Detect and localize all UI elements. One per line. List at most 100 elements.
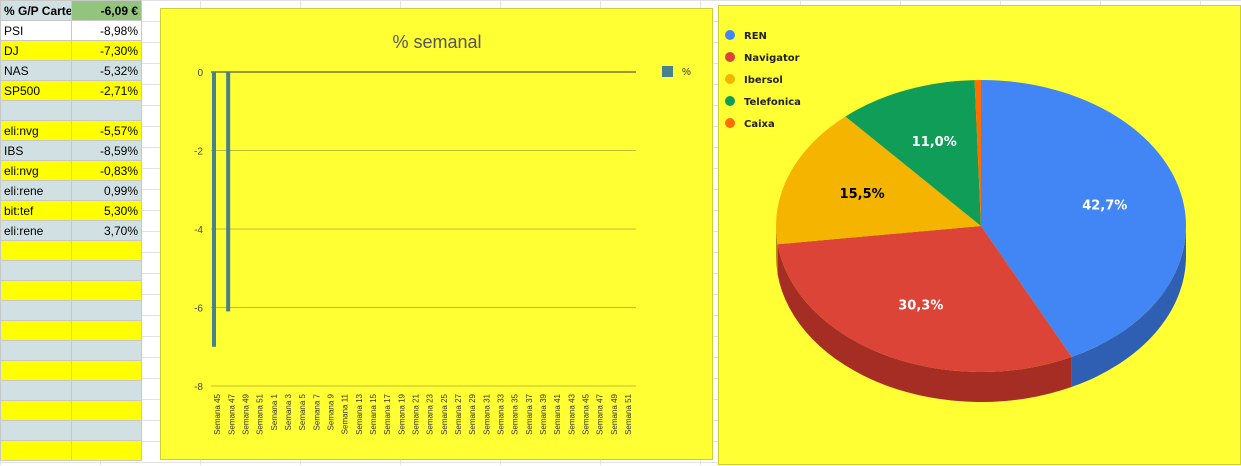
table-row[interactable]: bit:tef 5,30%	[0, 200, 142, 221]
pie-slice-side	[777, 244, 1072, 402]
weekly-bar-chart-panel[interactable]: % semanal 0 -2 -4 -6 -8 Semana 45 Semana 47 Sema…	[160, 8, 713, 460]
row-value-cell[interactable]	[71, 440, 142, 461]
pie-slice-label: 42,7%	[1082, 198, 1127, 213]
table-row[interactable]: eli:rene 0,99%	[0, 180, 142, 201]
legend-label: Navigator	[744, 53, 800, 64]
row-value-cell[interactable]: 3,70%	[71, 220, 142, 241]
row-label-cell[interactable]: PSI	[0, 20, 72, 41]
row-value-cell[interactable]	[71, 300, 142, 321]
row-value-cell[interactable]	[71, 420, 142, 441]
pie-slice[interactable]	[776, 116, 981, 245]
row-label-cell[interactable]: SP500	[0, 80, 72, 101]
row-label-cell[interactable]	[0, 440, 72, 461]
legend-marker	[725, 118, 735, 128]
header-label-cell[interactable]: % G/P Carte	[0, 0, 72, 21]
row-value-cell[interactable]: -0,83%	[71, 160, 142, 181]
table-row[interactable]	[0, 340, 142, 361]
table-row[interactable]	[0, 300, 142, 321]
table-row[interactable]	[0, 380, 142, 401]
x-tick-label: Semana 45	[581, 393, 590, 434]
row-value-cell[interactable]	[71, 260, 142, 281]
row-label-cell[interactable]	[0, 420, 72, 441]
pie-slice[interactable]	[845, 80, 981, 226]
legend-label: Ibersol	[744, 75, 783, 86]
table-row[interactable]	[0, 420, 142, 441]
row-label-cell[interactable]: bit:tef	[0, 200, 72, 221]
header-value-cell[interactable]: -6,09 €	[71, 0, 142, 21]
row-value-cell[interactable]: -8,59%	[71, 140, 142, 161]
row-label-cell[interactable]	[0, 240, 72, 261]
row-label-cell[interactable]	[0, 340, 72, 361]
row-label-cell[interactable]	[0, 260, 72, 281]
bar[interactable]	[226, 72, 231, 312]
row-label-cell[interactable]	[0, 300, 72, 321]
row-value-cell[interactable]: -5,32%	[71, 60, 142, 81]
x-tick-label: Semana 51	[256, 393, 265, 434]
row-label-cell[interactable]: DJ	[0, 40, 72, 61]
x-tick-label: Semana 23	[426, 393, 435, 434]
row-value-cell[interactable]: 5,30%	[71, 200, 142, 221]
table-row[interactable]: eli:nvg -5,57%	[0, 120, 142, 141]
row-value-cell[interactable]	[71, 320, 142, 341]
table-row[interactable]: IBS -8,59%	[0, 140, 142, 161]
x-tick-label: Semana 1	[270, 393, 279, 430]
row-value-cell[interactable]	[71, 280, 142, 301]
row-value-cell[interactable]: -2,71%	[71, 80, 142, 101]
row-label-cell[interactable]	[0, 320, 72, 341]
bar[interactable]	[212, 72, 216, 347]
row-label-cell[interactable]	[0, 280, 72, 301]
legend-marker	[725, 52, 735, 62]
x-tick-label: Semana 19	[397, 393, 406, 434]
table-row[interactable]	[0, 100, 142, 121]
row-value-cell[interactable]	[71, 380, 142, 401]
table-row[interactable]	[0, 320, 142, 341]
table-row[interactable]: SP500 -2,71%	[0, 80, 142, 101]
row-label-cell[interactable]: eli:nvg	[0, 120, 72, 141]
row-label-cell[interactable]	[0, 400, 72, 421]
legend-swatch	[662, 66, 673, 77]
table-row[interactable]: eli:nvg -0,83%	[0, 160, 142, 181]
row-value-cell[interactable]	[71, 360, 142, 381]
x-tick-label: Semana 11	[341, 393, 350, 434]
weekly-bar-chart: % semanal 0 -2 -4 -6 -8 Semana 45 Semana 47 Sema…	[194, 32, 691, 435]
row-label-cell[interactable]: eli:nvg	[0, 160, 72, 181]
legend-label: Telefonica	[744, 97, 801, 108]
row-label-cell[interactable]: eli:rene	[0, 180, 72, 201]
pie-slice-side	[776, 226, 778, 275]
pie-slice[interactable]	[777, 226, 1072, 373]
pie-slice-label: 30,3%	[898, 299, 943, 314]
table-row[interactable]	[0, 240, 142, 261]
pie-side-walls	[776, 226, 1186, 402]
x-tick-label: Semana 27	[454, 393, 463, 434]
table-header-row[interactable]: % G/P Carte -6,09 €	[0, 0, 142, 21]
x-tick-label: Semana 17	[383, 393, 392, 434]
row-value-cell[interactable]	[71, 240, 142, 261]
pie-slice[interactable]	[981, 80, 1186, 357]
allocation-pie-chart-panel[interactable]: 42,7% 30,3% 15,5% 11,0% REN Navigator Ibersol T…	[718, 5, 1241, 465]
table-row[interactable]	[0, 260, 142, 281]
table-row[interactable]: NAS -5,32%	[0, 60, 142, 81]
table-row[interactable]: eli:rene 3,70%	[0, 220, 142, 241]
row-label-cell[interactable]: IBS	[0, 140, 72, 161]
row-label-cell[interactable]: eli:rene	[0, 220, 72, 241]
table-row[interactable]	[0, 440, 142, 461]
pie-slice-label: 15,5%	[840, 187, 885, 202]
row-value-cell[interactable]: -7,30%	[71, 40, 142, 61]
row-value-cell[interactable]	[71, 400, 142, 421]
row-value-cell[interactable]: -5,57%	[71, 120, 142, 141]
row-label-cell[interactable]: NAS	[0, 60, 72, 81]
x-tick-label: Semana 39	[539, 393, 548, 434]
row-label-cell[interactable]	[0, 380, 72, 401]
row-value-cell[interactable]: -8,98%	[71, 20, 142, 41]
pie-slice[interactable]	[974, 80, 981, 226]
table-row[interactable]	[0, 400, 142, 421]
row-value-cell[interactable]: 0,99%	[71, 180, 142, 201]
row-label-cell[interactable]	[0, 100, 72, 121]
table-row[interactable]: DJ -7,30%	[0, 40, 142, 61]
row-value-cell[interactable]	[71, 100, 142, 121]
table-row[interactable]	[0, 360, 142, 381]
table-row[interactable]: PSI -8,98%	[0, 20, 142, 41]
row-value-cell[interactable]	[71, 340, 142, 361]
row-label-cell[interactable]	[0, 360, 72, 381]
table-row[interactable]	[0, 280, 142, 301]
